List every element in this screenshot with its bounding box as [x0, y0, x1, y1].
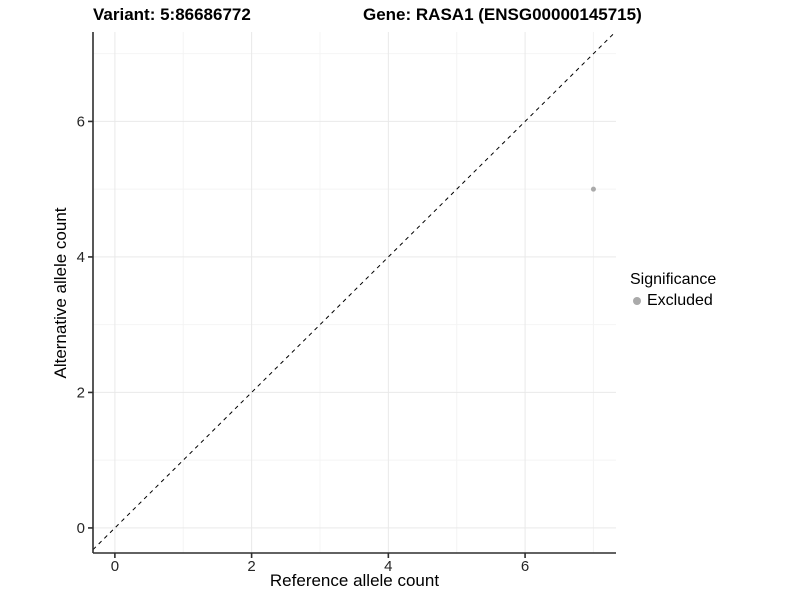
data-point [590, 186, 596, 192]
identity-dashed-line [92, 31, 616, 550]
x-axis-label: Reference allele count [269, 571, 440, 590]
x-tick-label: 6 [521, 558, 529, 575]
variant-title: Variant: 5:86686772 [93, 5, 251, 24]
y-tick-label: 6 [77, 113, 85, 130]
y-tick-label: 2 [77, 384, 85, 401]
x-tick-label: 0 [111, 558, 119, 575]
legend-item-excluded: Excluded [633, 292, 716, 310]
legend-point-icon [633, 297, 641, 305]
y-axis-label: Alternative allele count [51, 207, 70, 379]
y-tick-label: 0 [77, 520, 85, 537]
gene-title: Gene: RASA1 (ENSG00000145715) [363, 5, 642, 24]
x-tick-label: 2 [247, 558, 255, 575]
y-tick-label: 4 [77, 249, 85, 266]
legend-title: Significance [630, 271, 717, 288]
legend-item-label: Excluded [647, 292, 713, 309]
x-tick-label: 4 [384, 558, 392, 575]
legend: Significance Excluded [630, 271, 716, 310]
